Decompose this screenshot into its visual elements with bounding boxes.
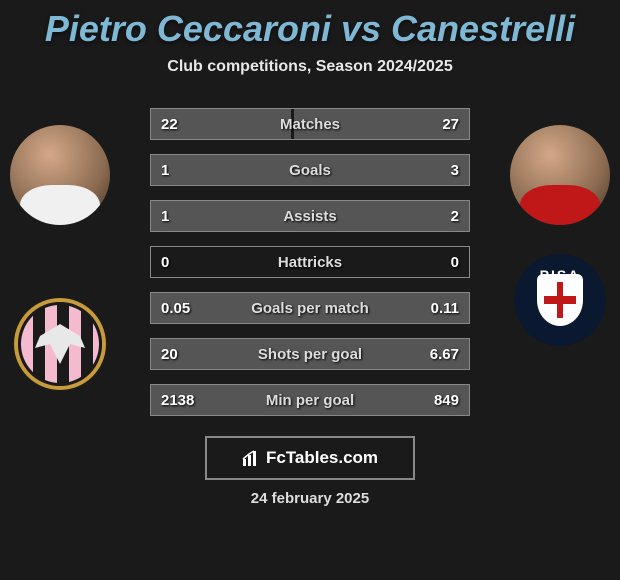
stat-label: Hattricks bbox=[278, 254, 342, 271]
stat-value-right: 6.67 bbox=[430, 346, 459, 363]
bars-icon bbox=[242, 449, 260, 467]
page-title: Pietro Ceccaroni vs Canestrelli bbox=[0, 0, 620, 50]
stat-label: Min per goal bbox=[266, 392, 354, 409]
stat-value-right: 2 bbox=[451, 208, 459, 225]
stat-label: Assists bbox=[283, 208, 336, 225]
stat-value-left: 2138 bbox=[161, 392, 194, 409]
stat-label: Goals bbox=[289, 162, 331, 179]
stat-row: 2138 Min per goal 849 bbox=[150, 384, 470, 416]
eagle-icon bbox=[35, 324, 85, 364]
brand-box: FcTables.com bbox=[205, 436, 415, 480]
player1-avatar bbox=[10, 125, 110, 225]
player2-club-badge: PISA bbox=[518, 258, 602, 342]
stat-value-right: 27 bbox=[442, 116, 459, 133]
player1-club-badge bbox=[18, 302, 102, 386]
stat-value-left: 1 bbox=[161, 208, 169, 225]
stat-value-left: 1 bbox=[161, 162, 169, 179]
stat-label: Goals per match bbox=[251, 300, 369, 317]
stat-row: 22 Matches 27 bbox=[150, 108, 470, 140]
stat-value-right: 0.11 bbox=[431, 300, 459, 317]
stat-row: 1 Assists 2 bbox=[150, 200, 470, 232]
stat-value-left: 20 bbox=[161, 346, 178, 363]
stat-value-right: 849 bbox=[434, 392, 459, 409]
stat-label: Matches bbox=[280, 116, 340, 133]
shield-icon bbox=[537, 274, 583, 326]
player2-avatar bbox=[510, 125, 610, 225]
subtitle: Club competitions, Season 2024/2025 bbox=[0, 58, 620, 76]
stat-value-left: 0.05 bbox=[161, 300, 190, 317]
bar-right bbox=[231, 155, 470, 185]
brand-text: FcTables.com bbox=[266, 448, 378, 468]
stat-row: 0 Hattricks 0 bbox=[150, 246, 470, 278]
stat-value-left: 22 bbox=[161, 116, 178, 133]
stat-label: Shots per goal bbox=[258, 346, 362, 363]
stat-value-left: 0 bbox=[161, 254, 169, 271]
stat-row: 0.05 Goals per match 0.11 bbox=[150, 292, 470, 324]
footer-date: 24 february 2025 bbox=[0, 490, 620, 507]
stat-value-right: 0 bbox=[451, 254, 459, 271]
stat-row: 1 Goals 3 bbox=[150, 154, 470, 186]
stat-row: 20 Shots per goal 6.67 bbox=[150, 338, 470, 370]
stat-value-right: 3 bbox=[451, 162, 459, 179]
